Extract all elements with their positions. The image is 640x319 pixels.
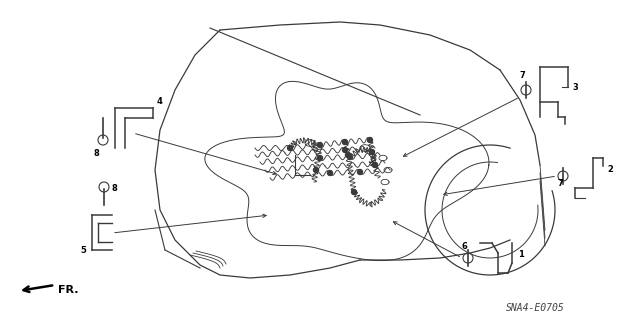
Circle shape xyxy=(317,155,323,160)
Circle shape xyxy=(372,162,378,167)
Circle shape xyxy=(287,145,292,151)
Circle shape xyxy=(348,154,353,160)
Text: 1: 1 xyxy=(518,250,524,259)
Text: 8: 8 xyxy=(112,184,118,193)
Text: 5: 5 xyxy=(80,246,86,255)
Circle shape xyxy=(346,152,351,158)
Circle shape xyxy=(342,147,348,152)
Circle shape xyxy=(328,170,333,175)
Text: 7: 7 xyxy=(557,179,563,188)
Circle shape xyxy=(369,150,374,154)
Circle shape xyxy=(314,167,319,173)
Circle shape xyxy=(351,189,356,195)
Text: 8: 8 xyxy=(93,149,99,158)
Text: SNA4-E0705: SNA4-E0705 xyxy=(506,303,564,313)
Circle shape xyxy=(367,137,372,143)
Circle shape xyxy=(317,143,323,147)
Circle shape xyxy=(358,169,362,174)
Text: 7: 7 xyxy=(520,71,525,80)
Text: FR.: FR. xyxy=(58,285,79,295)
Text: 4: 4 xyxy=(157,97,163,106)
Text: 6: 6 xyxy=(462,242,468,251)
Circle shape xyxy=(342,139,348,145)
Text: 3: 3 xyxy=(572,83,578,92)
Text: 2: 2 xyxy=(607,165,613,174)
